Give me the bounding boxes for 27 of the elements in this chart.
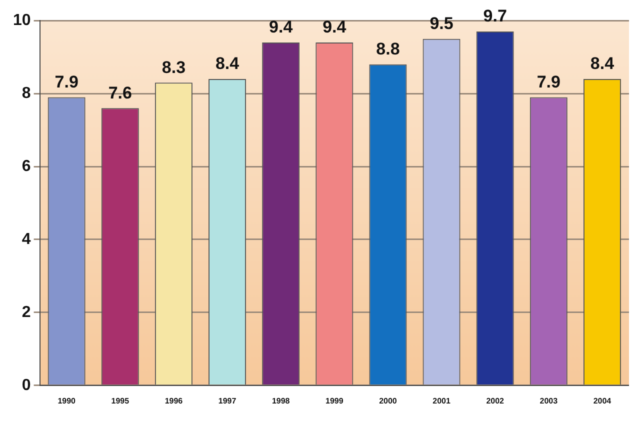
y-tick-label: 0	[22, 376, 31, 394]
x-tick-label: 2001	[432, 396, 451, 406]
data-label: 9.4	[269, 18, 294, 37]
y-tick-label: 4	[22, 230, 31, 248]
data-label: 7.6	[108, 83, 132, 102]
data-label: 8.3	[162, 58, 186, 77]
x-tick-label: 1990	[58, 396, 76, 406]
data-label: 8.8	[376, 40, 400, 59]
x-tick-label: 1998	[272, 396, 290, 406]
x-tick-label: 2003	[540, 396, 558, 406]
data-label: 7.9	[54, 72, 78, 92]
data-label: 8.4	[215, 54, 240, 74]
x-tick-label: 1996	[164, 396, 184, 406]
y-tick-label: 2	[22, 304, 31, 321]
x-tick-label: 1997	[218, 396, 237, 406]
y-tick-label: 10	[13, 12, 31, 30]
x-tick-label: 2002	[486, 396, 505, 406]
y-tick-label: 8	[22, 84, 31, 102]
y-tick-label: 6	[22, 158, 31, 175]
x-tick-label: 1995	[111, 396, 130, 406]
data-label: 9.5	[430, 14, 454, 34]
x-tick-label: 2000	[379, 396, 398, 406]
x-tick-label: 2004	[593, 396, 612, 406]
data-label: 7.9	[536, 72, 560, 92]
x-tick-label: 1999	[326, 396, 344, 406]
data-label: 9.4	[322, 18, 347, 37]
data-label: 8.4	[590, 54, 615, 74]
